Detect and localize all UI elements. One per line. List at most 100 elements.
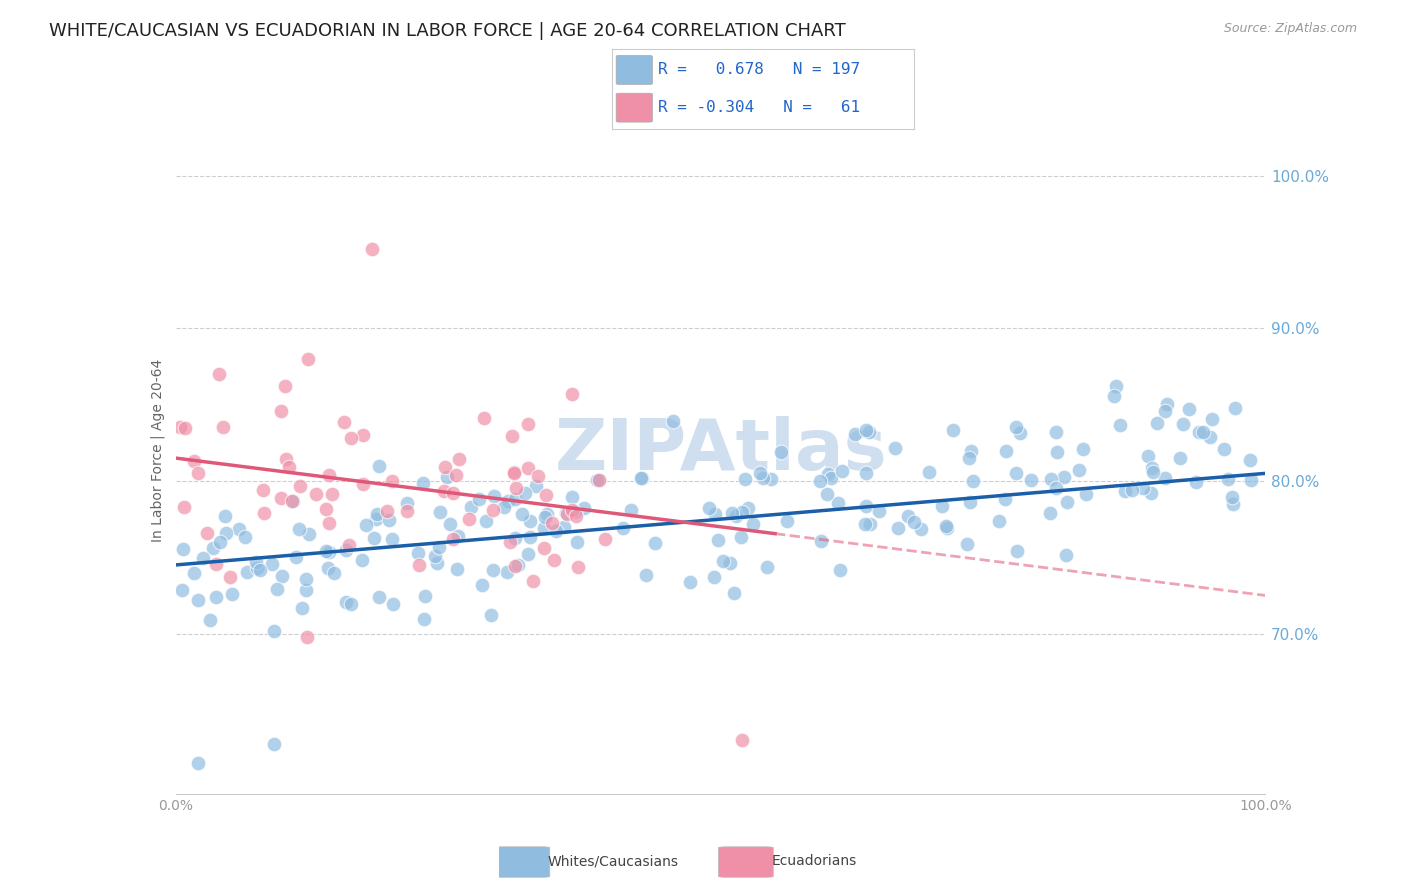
Point [533, 541, 555, 556]
Point [278, 460, 301, 475]
Point [534, 510, 557, 524]
Point [281, 494, 304, 508]
Point [741, 517, 763, 532]
Point [252, 483, 274, 497]
Point [1156, 396, 1178, 410]
Point [936, 521, 959, 535]
Point [536, 508, 558, 522]
Point [858, 425, 880, 440]
Point [427, 540, 450, 554]
Point [1201, 412, 1223, 426]
Point [527, 469, 550, 483]
Point [291, 601, 314, 615]
Point [831, 464, 853, 478]
Point [187, 593, 209, 607]
Point [859, 516, 882, 531]
Point [1005, 420, 1028, 434]
Point [340, 431, 363, 445]
Point [366, 507, 388, 521]
Point [1114, 483, 1136, 498]
Point [853, 516, 876, 531]
Point [482, 563, 505, 577]
Point [446, 562, 468, 576]
Point [263, 737, 285, 751]
Point [262, 557, 284, 571]
Point [731, 505, 754, 519]
Point [1102, 389, 1125, 403]
Point [408, 558, 430, 573]
Point [426, 556, 449, 570]
Point [193, 551, 215, 566]
Text: ZIPAtlas: ZIPAtlas [554, 416, 887, 485]
Point [917, 465, 939, 479]
Point [565, 535, 588, 549]
Point [533, 521, 555, 535]
Point [886, 520, 908, 534]
Point [364, 512, 387, 526]
Point [396, 496, 419, 510]
Point [502, 465, 524, 479]
Point [295, 572, 318, 586]
Text: Whites/Caucasians: Whites/Caucasians [548, 855, 679, 868]
Point [496, 493, 519, 508]
Point [761, 472, 783, 486]
Point [458, 512, 481, 526]
Point [1213, 442, 1236, 457]
Point [337, 537, 360, 551]
Point [546, 524, 568, 538]
Point [276, 451, 298, 466]
Point [173, 500, 195, 515]
Point [734, 472, 756, 486]
Point [187, 466, 209, 480]
Point [288, 523, 311, 537]
Point [412, 475, 434, 490]
Point [517, 417, 540, 431]
Point [505, 481, 527, 495]
Point [173, 421, 195, 435]
Point [988, 514, 1011, 528]
Point [441, 532, 464, 546]
FancyBboxPatch shape [616, 94, 652, 122]
Point [246, 560, 269, 574]
Point [1132, 481, 1154, 495]
Point [855, 499, 877, 513]
Point [1198, 430, 1220, 444]
Point [271, 569, 294, 583]
Point [305, 487, 328, 501]
Point [994, 444, 1017, 458]
Point [481, 502, 503, 516]
Point [935, 518, 957, 533]
Point [519, 530, 541, 544]
Point [555, 506, 578, 520]
Point [318, 545, 340, 559]
Point [340, 597, 363, 611]
Point [284, 550, 307, 565]
Point [471, 578, 494, 592]
Point [1220, 491, 1243, 505]
Point [447, 452, 470, 467]
Point [266, 582, 288, 597]
Point [561, 490, 583, 504]
Point [619, 503, 641, 517]
Point [318, 516, 340, 531]
Point [557, 507, 579, 521]
Point [172, 541, 194, 556]
Point [270, 491, 292, 505]
Point [1054, 548, 1077, 562]
Point [588, 473, 610, 487]
Point [931, 499, 953, 513]
Point [186, 756, 209, 771]
Text: R = -0.304   N =   61: R = -0.304 N = 61 [658, 100, 860, 115]
Point [205, 557, 228, 571]
Point [439, 517, 461, 532]
Point [1168, 450, 1191, 465]
Point [352, 428, 374, 442]
Point [1153, 471, 1175, 485]
Point [436, 469, 458, 483]
Point [730, 531, 752, 545]
Point [1185, 475, 1208, 489]
Point [1046, 445, 1069, 459]
Point [505, 492, 527, 507]
Point [1146, 416, 1168, 430]
Point [1142, 465, 1164, 479]
